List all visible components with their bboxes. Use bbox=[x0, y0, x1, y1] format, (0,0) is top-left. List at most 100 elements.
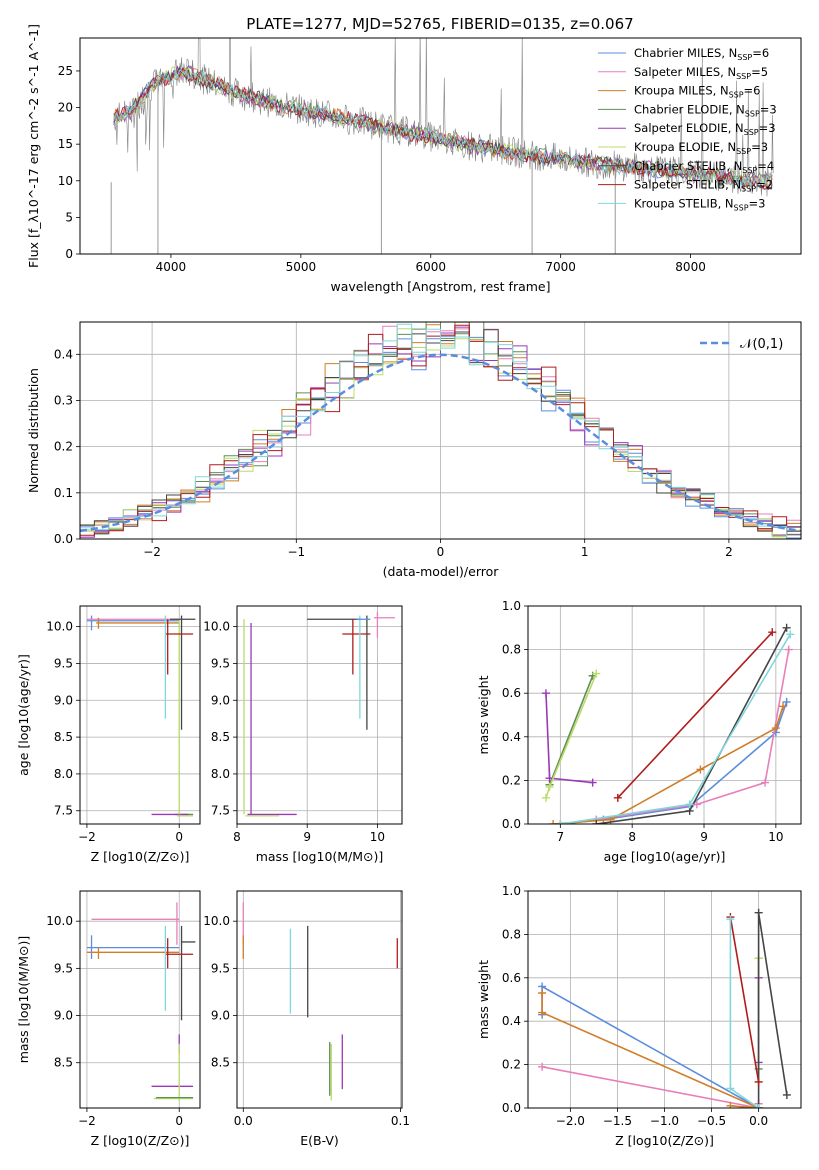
y-tick-label: 0.3 bbox=[54, 393, 73, 407]
y-tick-label: 9.5 bbox=[54, 656, 73, 670]
x-axis-label: E(B-V) bbox=[300, 1133, 339, 1148]
y-tick-label: 9.0 bbox=[211, 1009, 230, 1023]
legend-nssp-label: , N bbox=[728, 121, 744, 135]
x-tick-label: −2 bbox=[143, 545, 161, 559]
plot-area-age-vs-z bbox=[80, 606, 200, 824]
y-tick-label: 0.0 bbox=[502, 1101, 521, 1115]
y-tick-label: 0.2 bbox=[54, 440, 73, 454]
x-tick-label: 6000 bbox=[415, 260, 446, 274]
x-axis-label: Z [log10(Z/Z⊙)] bbox=[615, 1133, 714, 1148]
panel-spectrum: 4000 5000 6000 7000 8000 0 5 10 15 20 25 wavelength… bbox=[26, 24, 802, 294]
x-tick-label: 5000 bbox=[286, 260, 317, 274]
data-point-marker bbox=[726, 1084, 735, 1093]
legend-entry: Chabrier STELIB, NSSP=4 bbox=[634, 159, 774, 175]
y-tick-label: 8.5 bbox=[54, 1056, 73, 1070]
y-tick-label: 0 bbox=[65, 247, 73, 261]
panel-residuals: −2 −1 0 1 2 0.0 0.1 0.2 0.3 0.4 (data-model)/error… bbox=[26, 321, 802, 579]
data-point-marker bbox=[592, 669, 601, 678]
legend-model-name: Kroupa STELIB bbox=[634, 196, 718, 210]
axes-frame bbox=[79, 37, 802, 255]
legend-nssp-sub: SSP bbox=[734, 203, 749, 212]
data-point-marker bbox=[786, 630, 795, 639]
y-tick-label: 0.4 bbox=[502, 730, 521, 744]
x-tick-label: 1 bbox=[581, 545, 589, 559]
axes-frame bbox=[79, 890, 201, 1109]
data-point-marker bbox=[754, 1077, 763, 1086]
data-point-marker bbox=[771, 724, 780, 733]
axes-frame bbox=[79, 321, 802, 540]
legend-nssp-sub: SSP bbox=[737, 53, 752, 62]
y-tick-label: 0.4 bbox=[54, 347, 73, 361]
y-tick-label: 0.6 bbox=[502, 686, 521, 700]
legend-nssp-value: =5 bbox=[751, 65, 768, 79]
legend-nssp-value: =6 bbox=[752, 46, 769, 60]
legend-nssp-label: , N bbox=[729, 102, 745, 116]
y-tick-label: 10.0 bbox=[46, 620, 73, 634]
series-line-salpeter-stelib bbox=[729, 916, 760, 1083]
x-tick-label: 8000 bbox=[675, 260, 706, 274]
legend-nssp-value: =4 bbox=[757, 159, 774, 173]
y-tick-label: 9.0 bbox=[54, 1009, 73, 1023]
legend-entry: Chabrier ELODIE, NSSP=3 bbox=[634, 102, 777, 118]
x-tick-label: −1.0 bbox=[650, 1114, 679, 1128]
legend-label-normal: 𝒩(0,1) bbox=[740, 337, 783, 352]
panel-weight-vs-age: 7 8 9 10 0.0 0.2 0.4 0.6 0.8 1.0 age [log10(age/yr… bbox=[476, 599, 802, 864]
plot-area-age-vs-mass bbox=[237, 606, 402, 824]
x-axis-label: Z [log10(Z/Z⊙)] bbox=[91, 849, 190, 864]
y-axis-label: Flux [f_λ10^-17 erg cm^-2 s^-1 A^-1] bbox=[26, 24, 41, 268]
x-tick-label: 8 bbox=[628, 830, 636, 844]
legend-model-name: Kroupa MILES bbox=[634, 84, 713, 98]
legend-nssp-label: , N bbox=[725, 178, 741, 192]
series-line-kroupa-stelib bbox=[560, 633, 791, 824]
data-point-marker bbox=[685, 800, 694, 809]
data-point-marker bbox=[541, 793, 550, 802]
y-tick-label: 9.5 bbox=[54, 961, 73, 975]
data-point-marker bbox=[726, 1101, 735, 1108]
x-tick-label: 4000 bbox=[156, 260, 187, 274]
x-tick-label: −0.5 bbox=[697, 1114, 726, 1128]
figure-title: PLATE=1277, MJD=52765, FIBERID=0135, z=0… bbox=[246, 15, 633, 33]
legend-entry: Salpeter ELODIE, NSSP=3 bbox=[634, 121, 776, 137]
legend-entry: Salpeter STELIB, NSSP=2 bbox=[634, 178, 773, 194]
y-tick-label: 20 bbox=[58, 101, 73, 115]
legend-entry: Kroupa ELODIE, NSSP=3 bbox=[634, 140, 768, 156]
legend-model-name: Salpeter STELIB bbox=[634, 178, 725, 192]
data-point-marker bbox=[545, 782, 554, 791]
plot-area-mass-vs-ebv bbox=[237, 891, 402, 1108]
y-tick-label: 8.5 bbox=[211, 1056, 230, 1070]
y-axis-label: mass [log10(M/M⊙)] bbox=[16, 936, 31, 1064]
x-tick-label: 0.1 bbox=[391, 1114, 410, 1128]
y-tick-label: 0.0 bbox=[54, 532, 73, 546]
legend-model-name: Salpeter MILES bbox=[634, 65, 720, 79]
data-point-marker bbox=[768, 628, 777, 637]
legend-entry: Kroupa MILES, NSSP=6 bbox=[634, 84, 761, 100]
y-axis-label: mass weight bbox=[476, 675, 491, 754]
axes-frame bbox=[527, 890, 802, 1109]
y-tick-label: 8.0 bbox=[211, 767, 230, 781]
plot-area-residuals bbox=[80, 322, 801, 539]
panel-age-vs-mass: 8 9 10 7.5 8.0 8.5 9.0 9.5 10.0 mass [log10(M/M⊙)… bbox=[203, 605, 403, 864]
data-point-marker bbox=[784, 645, 793, 654]
y-tick-label: 10 bbox=[58, 174, 73, 188]
x-tick-label: −1.5 bbox=[603, 1114, 632, 1128]
y-axis-label: Normed distribution bbox=[26, 368, 41, 493]
data-point-marker bbox=[726, 915, 735, 924]
x-axis-label: wavelength [Angstrom, rest frame] bbox=[330, 279, 550, 294]
legend-nssp-sub: SSP bbox=[729, 91, 744, 100]
y-tick-label: 9.5 bbox=[211, 656, 230, 670]
panel-weight-vs-z: −2.0 −1.5 −1.0 −0.5 0.0 0.0 0.2 0.4 0.6 0.8 1.0 Z [… bbox=[476, 884, 802, 1148]
y-tick-label: 0.1 bbox=[54, 486, 73, 500]
plot-area-spectrum bbox=[110, 38, 774, 254]
y-tick-label: 0.8 bbox=[502, 927, 521, 941]
data-point-marker bbox=[782, 697, 791, 706]
legend-entry: Kroupa STELIB, NSSP=3 bbox=[634, 196, 765, 212]
legend-nssp-label: , N bbox=[720, 140, 736, 154]
data-point-marker bbox=[779, 702, 788, 711]
legend-nssp-label: , N bbox=[721, 46, 737, 60]
legend-nssp-sub: SSP bbox=[736, 147, 751, 156]
x-tick-label: 0.0 bbox=[234, 1114, 253, 1128]
series-line-kroupa-stelib bbox=[729, 919, 760, 1108]
panel-mass-vs-ebv: 0.0 0.1 8.5 9.0 9.5 10.0 E(B-V) bbox=[203, 890, 410, 1148]
